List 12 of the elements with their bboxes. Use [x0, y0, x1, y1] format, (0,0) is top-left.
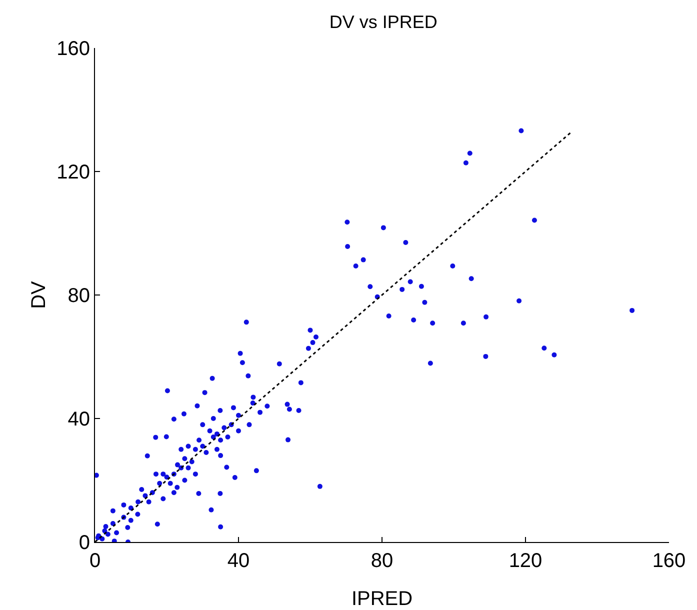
x-tick-label: 160 [652, 550, 686, 572]
x-tick-label: 120 [508, 550, 542, 572]
x-axis-title: IPRED [351, 588, 413, 610]
chart-title: DV vs IPRED [329, 12, 438, 32]
y-tick-label: 120 [56, 162, 90, 184]
y-tick-label: 160 [56, 38, 90, 60]
y-axis-title: DV [28, 280, 50, 309]
y-tick-label: 0 [78, 532, 90, 554]
y-tick-label: 40 [68, 408, 90, 430]
y-tick-label: 80 [68, 285, 90, 307]
x-tick-label: 80 [370, 550, 394, 572]
x-tick-label: 40 [227, 550, 250, 572]
